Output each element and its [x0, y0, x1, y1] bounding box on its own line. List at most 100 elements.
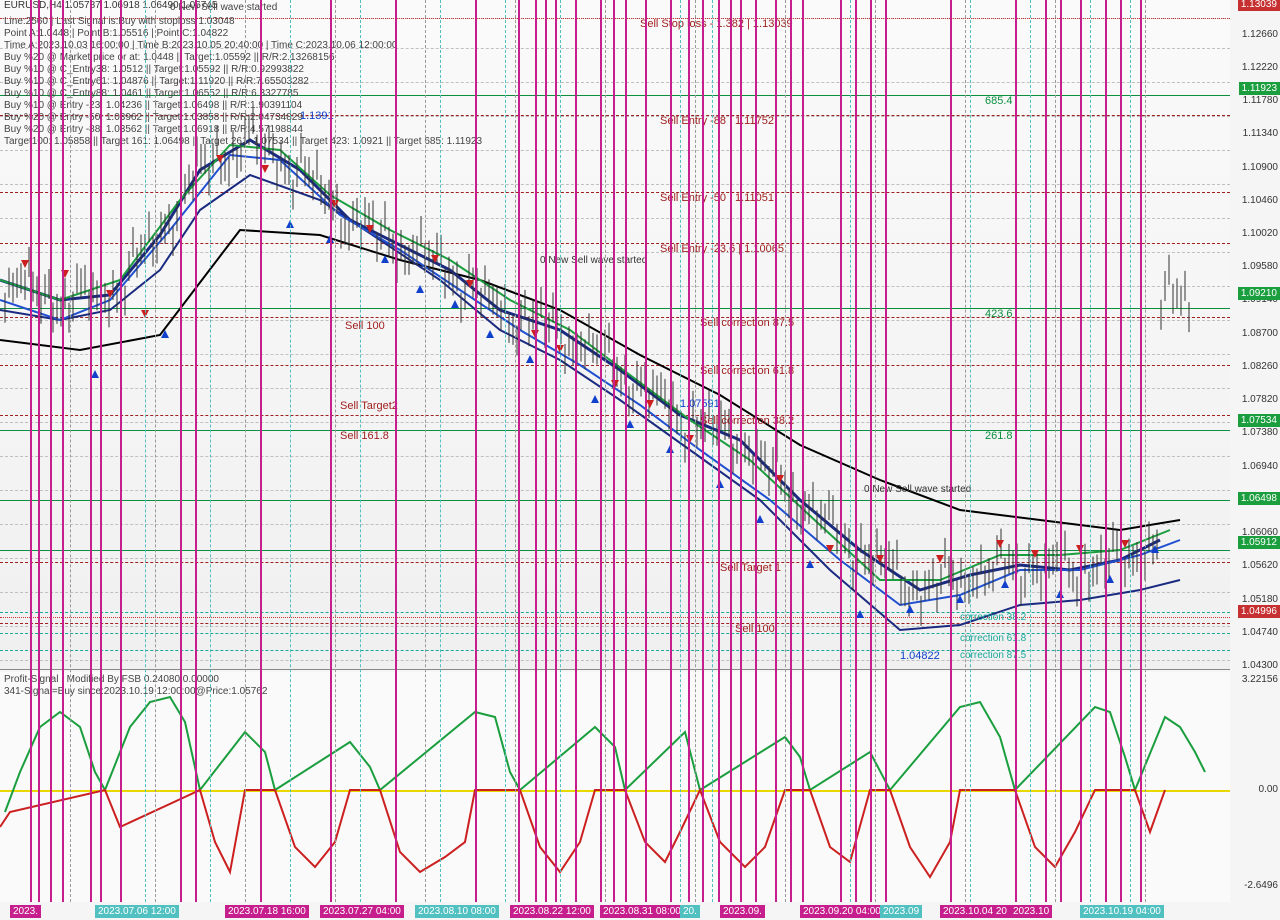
- sell-label: Sell correction 38.2: [700, 415, 794, 427]
- arrow-up-icon: [856, 610, 864, 618]
- vline-magenta: [180, 0, 182, 902]
- y-tick: 1.12220: [1242, 62, 1278, 73]
- vline-grid: [1055, 0, 1056, 902]
- info-line-6: Buy %10 @ C_Entry38: 1.0512 || Target:1.…: [4, 64, 304, 75]
- sell-label: Sell Entry -23.6 | 1.10065: [660, 243, 784, 255]
- vline-magenta: [195, 0, 197, 902]
- vline-magenta: [670, 0, 672, 902]
- y-tick: 1.10460: [1242, 195, 1278, 206]
- vline-magenta: [740, 0, 742, 902]
- price-tag: 1.13039: [1238, 0, 1280, 11]
- vline-cyan: [290, 0, 291, 902]
- vline-magenta: [1045, 0, 1047, 902]
- vline-magenta: [1140, 0, 1142, 902]
- vline-grid: [245, 0, 246, 902]
- vline-grid: [875, 0, 876, 902]
- price-tag: 1.07534: [1238, 414, 1280, 427]
- vline-magenta: [755, 0, 757, 902]
- x-axis-label: 20.: [680, 905, 700, 918]
- vline-magenta: [645, 0, 647, 902]
- x-axis-label: 2023.08.31 08:00: [600, 905, 684, 918]
- price-tag: 1.05912: [1238, 536, 1280, 549]
- arrow-up-icon: [526, 355, 534, 363]
- vline-cyan: [970, 0, 971, 902]
- arrow-up-icon: [906, 605, 914, 613]
- vline-magenta: [545, 0, 547, 902]
- arrow-down-icon: [936, 555, 944, 563]
- x-axis-label: 2023.10: [1010, 905, 1052, 918]
- vline-magenta: [535, 0, 537, 902]
- vline-cyan: [560, 0, 561, 902]
- vline-grid: [70, 0, 71, 902]
- blue-label: 1.04822: [900, 650, 940, 662]
- vline-magenta: [1105, 0, 1107, 902]
- arrow-down-icon: [1031, 550, 1039, 558]
- vline-cyan: [680, 0, 681, 902]
- x-axis-label: 2023.09.: [720, 905, 765, 918]
- vline-magenta: [260, 0, 262, 902]
- vline-magenta: [90, 0, 92, 902]
- y-tick: 1.07380: [1242, 427, 1278, 438]
- vline-magenta: [120, 0, 122, 902]
- vline-cyan: [145, 0, 146, 902]
- arrow-down-icon: [21, 260, 29, 268]
- x-axis-label: 2023.07.27 04:00: [320, 905, 404, 918]
- arrow-down-icon: [431, 255, 439, 263]
- vline-magenta: [730, 0, 732, 902]
- vline-cyan: [1030, 0, 1031, 902]
- info-line-10: Buy %20 @ Entry -50: 1.03962 || Target:1…: [4, 112, 303, 123]
- vline-magenta: [625, 0, 627, 902]
- arrow-up-icon: [1151, 545, 1159, 553]
- sell-label: Sell Target2: [340, 400, 398, 412]
- arrow-down-icon: [776, 475, 784, 483]
- arrow-up-icon: [591, 395, 599, 403]
- chart-note: 0 New Sell wave started: [864, 484, 971, 495]
- y-tick: 1.11780: [1243, 95, 1278, 106]
- arrow-up-icon: [1106, 575, 1114, 583]
- y-tick: 1.12660: [1242, 29, 1278, 40]
- x-axis-label: 2023.08.10 08:00: [415, 905, 499, 918]
- y-tick: 1.11340: [1243, 128, 1278, 139]
- info-line-9: Buy %10 @ Entry -23: 1.04236 || Target:1…: [4, 100, 302, 111]
- arrow-down-icon: [106, 290, 114, 298]
- fib-label: 261.8: [985, 430, 1013, 442]
- vline-magenta: [1080, 0, 1082, 902]
- sell-label: Sell 100: [345, 320, 385, 332]
- vline-grid: [425, 0, 426, 902]
- vline-magenta: [790, 0, 792, 902]
- info-line-12: Target100: 1.05858 || Target 161: 1.0649…: [4, 136, 482, 147]
- vline-magenta: [950, 0, 952, 902]
- vline-grid: [785, 0, 786, 902]
- vline-magenta: [600, 0, 602, 902]
- y-tick: 1.05620: [1242, 560, 1278, 571]
- price-tag: 1.09210: [1238, 287, 1280, 300]
- vline-cyan: [210, 0, 211, 902]
- y-tick: 1.09580: [1242, 261, 1278, 272]
- blue-label: 1.07591: [680, 398, 720, 410]
- arrow-up-icon: [416, 285, 424, 293]
- arrow-up-icon: [1001, 580, 1009, 588]
- vline-magenta: [555, 0, 557, 902]
- arrow-up-icon: [486, 330, 494, 338]
- vline-magenta: [702, 0, 704, 902]
- vline-magenta: [1060, 0, 1062, 902]
- arrow-down-icon: [261, 165, 269, 173]
- vline-magenta: [330, 0, 332, 902]
- vline-magenta: [775, 0, 777, 902]
- y-tick: 1.10900: [1242, 162, 1278, 173]
- vline-magenta: [885, 0, 887, 902]
- vline-magenta: [395, 0, 397, 902]
- vline-cyan: [1090, 0, 1091, 902]
- indicator-axis: 3.22156 0.00 -2.6496: [1230, 672, 1280, 902]
- x-axis-label: 2023.10.19 04:00: [1080, 905, 1164, 918]
- vline-cyan: [505, 0, 506, 902]
- vline-grid: [515, 0, 516, 902]
- price-axis: 1.130391.126601.122201.119231.117801.113…: [1230, 0, 1280, 670]
- x-axis-label: 2023.09.20 04:00: [800, 905, 884, 918]
- sell-label: Sell correction 87.5: [700, 317, 794, 329]
- arrow-up-icon: [806, 560, 814, 568]
- vline-magenta: [840, 0, 842, 902]
- arrow-up-icon: [626, 420, 634, 428]
- arrow-down-icon: [366, 225, 374, 233]
- arrow-down-icon: [646, 400, 654, 408]
